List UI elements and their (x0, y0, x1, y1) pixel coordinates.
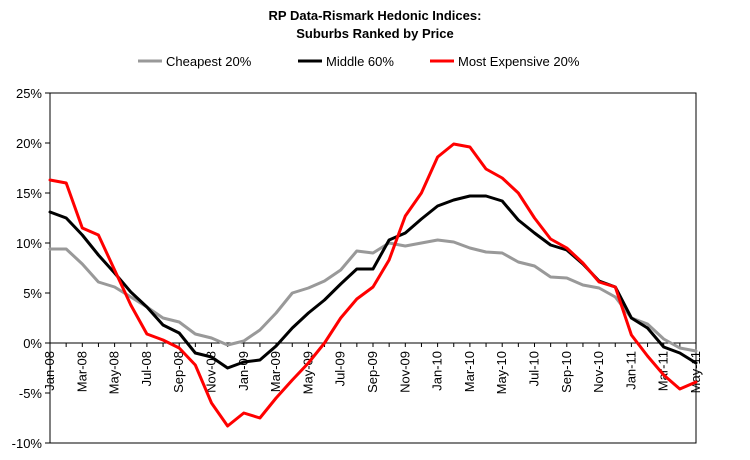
legend-item-middle-60: Middle 60% (298, 54, 394, 69)
x-tick-label: Nov-08 (204, 351, 219, 393)
x-tick-label: Mar-09 (268, 351, 283, 392)
series-line-most-expensive-20 (48, 142, 698, 428)
x-tick-label: May-08 (107, 351, 122, 394)
x-tick-label: May-11 (688, 351, 703, 393)
x-tick-label: Jan-10 (430, 351, 445, 391)
x-tick-label: Mar-08 (74, 351, 89, 392)
y-tick-label: 25% (16, 86, 42, 101)
x-tick-label: Sep-09 (365, 351, 380, 393)
x-tick-label: Jul-10 (527, 351, 542, 386)
legend: Cheapest 20% Middle 60% Most Expensive 20% (138, 54, 580, 69)
series-line-cheapest-20 (48, 238, 698, 353)
x-tick-label: Sep-10 (559, 351, 574, 393)
x-tick-label: Jan-09 (236, 351, 251, 391)
legend-label: Cheapest 20% (166, 54, 252, 69)
legend-item-cheapest-20: Cheapest 20% (138, 54, 252, 69)
x-tick-label: Mar-10 (462, 351, 477, 392)
x-tick-label: May-09 (300, 351, 315, 394)
chart-title: RP Data-Rismark Hedonic Indices: (269, 8, 482, 23)
x-tick-label: Nov-10 (591, 351, 606, 393)
x-tick-label: Jul-08 (139, 351, 154, 386)
y-tick-label: -10% (12, 436, 43, 451)
y-tick-label: 0% (23, 336, 42, 351)
x-tick-label: Mar-11 (656, 351, 671, 391)
plot-area: 25% 20% 15% 10% 5% 0% -5% -10% Jan-08 Mar-08 May-0… (12, 86, 703, 451)
legend-label: Most Expensive 20% (458, 54, 580, 69)
x-tick-label: Jan-11 (623, 351, 638, 390)
x-tick-label: Sep-08 (171, 351, 186, 393)
legend-label: Middle 60% (326, 54, 394, 69)
y-tick-label: 5% (23, 286, 42, 301)
y-tick-label: 10% (16, 236, 42, 251)
legend-item-most-expensive-20: Most Expensive 20% (430, 54, 580, 69)
y-tick-label: 15% (16, 186, 42, 201)
y-tick-label: -5% (19, 386, 43, 401)
x-tick-label: Jul-09 (333, 351, 348, 386)
x-tick-label: Jan-08 (42, 351, 57, 391)
x-tick-label: Nov-09 (397, 351, 412, 393)
plot-border (49, 92, 697, 444)
chart-subtitle: Suburbs Ranked by Price (296, 26, 454, 41)
y-tick-label: 20% (16, 136, 42, 151)
x-tick-label: May-10 (494, 351, 509, 394)
